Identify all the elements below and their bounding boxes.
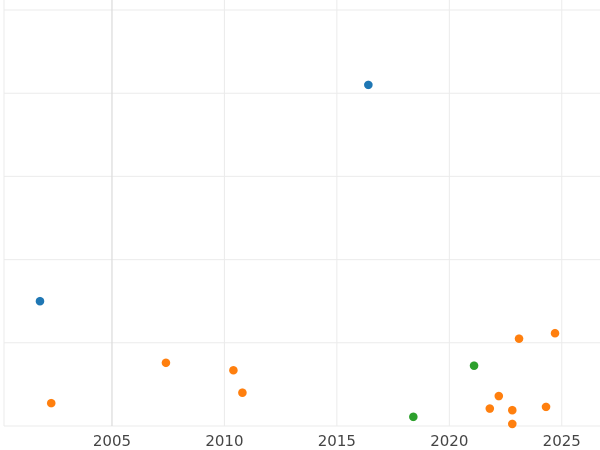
data-point bbox=[550, 328, 560, 338]
scatter-points bbox=[35, 80, 560, 429]
data-point bbox=[46, 398, 56, 408]
data-point bbox=[35, 296, 45, 306]
data-point bbox=[469, 361, 479, 370]
data-point bbox=[485, 404, 495, 413]
x-tick-label-2010: 2010 bbox=[205, 432, 243, 450]
data-point bbox=[541, 402, 551, 412]
data-point bbox=[364, 80, 373, 90]
series-0 bbox=[35, 80, 373, 306]
series-2 bbox=[409, 361, 479, 422]
x-tick-label-2025: 2025 bbox=[543, 432, 581, 450]
data-point bbox=[507, 419, 517, 429]
data-point bbox=[161, 358, 171, 368]
data-point bbox=[514, 334, 524, 343]
data-point bbox=[507, 405, 517, 415]
x-tick-label-2020: 2020 bbox=[430, 432, 468, 450]
data-point bbox=[238, 388, 247, 398]
data-point bbox=[409, 412, 418, 422]
data-point bbox=[229, 365, 238, 375]
x-tick-label-2005: 2005 bbox=[93, 432, 131, 450]
series-1 bbox=[46, 328, 560, 429]
data-point bbox=[494, 391, 504, 401]
x-axis-ticks: 2005 2010 2015 2020 2025 bbox=[93, 432, 581, 450]
grid bbox=[3, 0, 600, 427]
x-tick-label-2015: 2015 bbox=[318, 432, 356, 450]
